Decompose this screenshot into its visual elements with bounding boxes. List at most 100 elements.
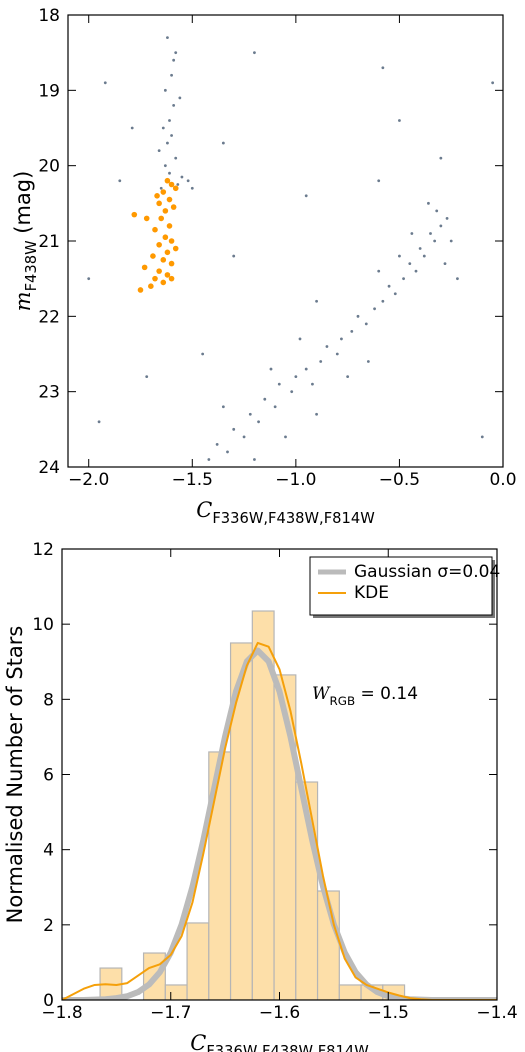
point xyxy=(150,253,156,259)
y-tick-label: 8 xyxy=(43,690,54,710)
point xyxy=(387,284,391,288)
point xyxy=(130,126,134,130)
point xyxy=(346,375,350,378)
point xyxy=(433,239,437,243)
point xyxy=(174,51,178,55)
point xyxy=(449,239,453,243)
point xyxy=(373,307,376,311)
point xyxy=(350,330,354,333)
point xyxy=(168,181,175,188)
legend-label: KDE xyxy=(354,583,389,603)
point xyxy=(456,277,459,281)
y-tick-label: 10 xyxy=(32,615,54,635)
point xyxy=(335,352,339,356)
point xyxy=(398,254,401,258)
annotation: WRGB = 0.14 xyxy=(312,684,418,708)
point xyxy=(141,264,148,271)
annotation-main: W xyxy=(312,684,331,704)
point xyxy=(435,209,439,213)
point xyxy=(319,360,323,363)
point xyxy=(418,247,422,250)
point xyxy=(284,435,287,439)
point xyxy=(176,183,180,186)
point xyxy=(429,232,432,235)
point xyxy=(226,450,229,454)
legend-label: Gaussian σ=0.04 xyxy=(354,562,500,582)
y-tick-label: 21 xyxy=(38,232,60,252)
point xyxy=(427,201,430,205)
plot-area xyxy=(62,610,497,1000)
point xyxy=(143,215,150,222)
point xyxy=(269,367,273,371)
point xyxy=(154,193,160,199)
point xyxy=(304,194,308,198)
point xyxy=(87,277,91,281)
point xyxy=(315,299,318,303)
point xyxy=(170,73,173,77)
x-axis-label-sub: F336W,F438W,F814W xyxy=(206,1043,369,1052)
point xyxy=(156,268,162,274)
point xyxy=(186,179,190,183)
point xyxy=(131,211,138,218)
point xyxy=(221,405,225,409)
point xyxy=(164,272,171,278)
point xyxy=(158,215,165,222)
point xyxy=(232,254,236,258)
point xyxy=(439,156,443,160)
x-tick-label: −2.0 xyxy=(68,470,109,490)
point xyxy=(97,420,101,424)
x-tick-label: −1.4 xyxy=(476,1003,517,1023)
x-tick-label: −1.0 xyxy=(275,470,316,490)
point xyxy=(152,275,158,282)
point xyxy=(414,269,418,273)
y-tick-label: 6 xyxy=(43,766,54,786)
y-tick-label: 18 xyxy=(38,6,60,26)
point xyxy=(410,232,414,235)
point xyxy=(162,208,169,214)
y-axis-label-sub: F438W xyxy=(23,240,40,291)
x-tick-label: −1.6 xyxy=(259,1003,300,1023)
x-axis-label: CF336W,F438W,F814W xyxy=(190,1031,369,1052)
point xyxy=(103,81,107,85)
point xyxy=(325,345,329,348)
point xyxy=(178,96,182,100)
point xyxy=(168,260,175,267)
point xyxy=(168,171,171,175)
point xyxy=(311,382,314,386)
y-axis-label: Normalised Number of Stars xyxy=(3,626,27,924)
x-axis-label-sub: F336W,F438W,F814W xyxy=(212,510,375,527)
point xyxy=(393,292,397,296)
point xyxy=(257,420,260,424)
point xyxy=(443,262,447,265)
point xyxy=(148,283,154,290)
point xyxy=(491,81,495,85)
point xyxy=(172,104,176,107)
point xyxy=(166,223,173,229)
hist-bar xyxy=(338,984,362,1000)
point xyxy=(157,149,161,153)
point xyxy=(174,156,178,160)
point xyxy=(248,412,252,416)
point xyxy=(402,277,405,281)
point xyxy=(172,245,179,252)
point xyxy=(445,217,449,220)
y-tick-label: 20 xyxy=(38,157,60,177)
y-tick-label: 0 xyxy=(43,991,54,1011)
plot-area xyxy=(87,36,495,461)
point xyxy=(215,443,219,446)
point xyxy=(164,249,171,256)
plot-frame xyxy=(67,14,504,468)
x-axis-label-main: C xyxy=(196,498,212,522)
hist-bar xyxy=(186,922,210,1000)
point xyxy=(366,360,370,363)
y-tick-label: 22 xyxy=(38,307,60,327)
point xyxy=(398,119,401,122)
point xyxy=(439,224,443,228)
point xyxy=(408,262,412,265)
point xyxy=(160,189,167,195)
point xyxy=(161,126,165,130)
y-tick-label: 23 xyxy=(38,383,60,403)
y-tick-label: 12 xyxy=(32,540,54,560)
point xyxy=(118,179,122,183)
point xyxy=(277,382,281,386)
